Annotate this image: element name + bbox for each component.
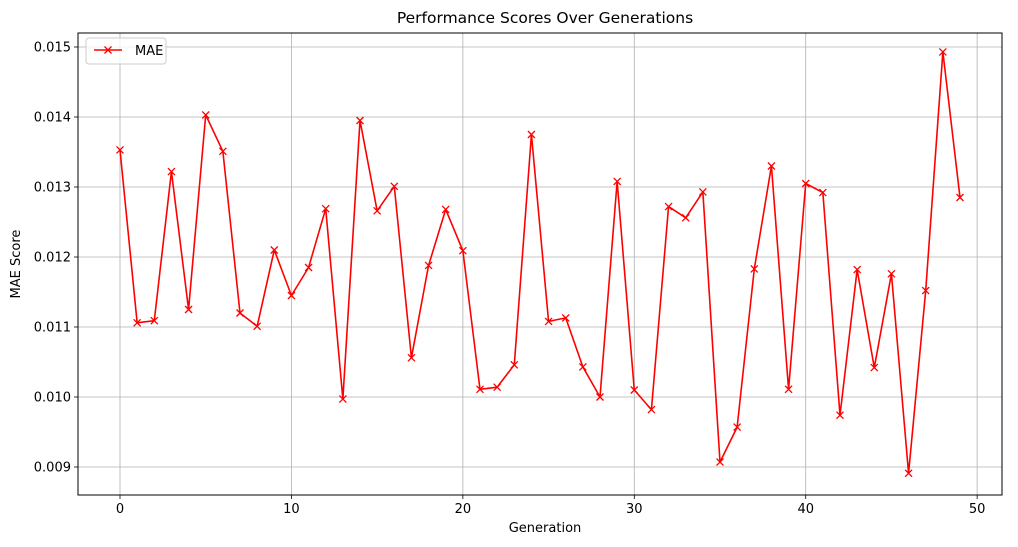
y-tick-label: 0.009 (34, 461, 71, 476)
data-point (133, 318, 142, 327)
x-tick-label: 0 (116, 502, 124, 517)
y-tick-label: 0.011 (34, 321, 71, 336)
data-point (818, 188, 827, 197)
data-point (493, 383, 502, 392)
data-point (921, 286, 930, 295)
data-point (116, 145, 124, 154)
series-line-mae (119, 51, 961, 475)
legend-label: MAE (135, 44, 163, 59)
data-point (184, 305, 193, 314)
legend-marker (104, 46, 112, 54)
chart-title: Performance Scores Over Generations (397, 9, 693, 27)
plot-frame (77, 32, 1003, 496)
data-point (681, 213, 690, 222)
x-tick-label: 10 (283, 502, 300, 517)
data-point (733, 423, 742, 432)
data-point (253, 322, 262, 331)
data-point (853, 265, 862, 274)
data-point (613, 177, 622, 186)
data-point (544, 317, 553, 326)
data-point (956, 193, 964, 202)
y-tick-label: 0.014 (34, 111, 71, 126)
data-point (304, 263, 313, 272)
data-point (390, 182, 399, 191)
data-point (441, 205, 450, 214)
data-point (407, 353, 416, 362)
data-point (270, 246, 279, 254)
data-point (167, 167, 176, 176)
legend: MAE (85, 37, 167, 65)
data-point (870, 363, 879, 372)
data-point (578, 362, 587, 371)
data-point (887, 269, 896, 278)
series-layer (116, 47, 964, 478)
legend-box (85, 37, 167, 65)
data-point (527, 130, 536, 139)
data-point (201, 110, 210, 119)
data-point (750, 264, 759, 273)
x-tick-label: 30 (626, 502, 643, 517)
data-point (647, 405, 656, 414)
data-point (630, 386, 639, 394)
data-point (424, 261, 433, 270)
data-point (458, 246, 467, 255)
data-point (801, 179, 810, 188)
data-point (698, 187, 707, 196)
data-point (664, 202, 673, 211)
data-point (218, 147, 227, 156)
y-tick-label: 0.013 (34, 181, 71, 196)
y-tick-label: 0.010 (34, 391, 71, 406)
y-axis-label: MAE Score (9, 230, 24, 299)
x-tick-label: 20 (455, 502, 472, 517)
data-point (321, 204, 330, 213)
data-point (904, 469, 913, 478)
data-point (236, 309, 244, 317)
data-point (836, 411, 844, 420)
data-point (767, 162, 776, 170)
data-point (510, 360, 519, 369)
data-point (150, 316, 159, 325)
data-point (356, 116, 364, 125)
y-tick-label: 0.015 (34, 41, 71, 56)
data-point (338, 395, 347, 404)
y-tick-label: 0.012 (34, 251, 71, 266)
data-point (476, 385, 484, 394)
data-point (287, 291, 296, 300)
data-point (938, 47, 947, 56)
data-point (561, 313, 570, 322)
data-point (716, 458, 724, 467)
data-point (596, 393, 604, 401)
ticks: 0 10 20 30 40 50 0.009 0.010 0.011 0.012 0.013 0.01… (34, 41, 986, 518)
gridlines (78, 33, 1002, 495)
x-axis-label: Generation (509, 521, 582, 536)
x-tick-label: 40 (797, 502, 814, 517)
data-point (373, 206, 382, 215)
x-tick-label: 50 (969, 502, 986, 517)
data-point (784, 385, 793, 394)
